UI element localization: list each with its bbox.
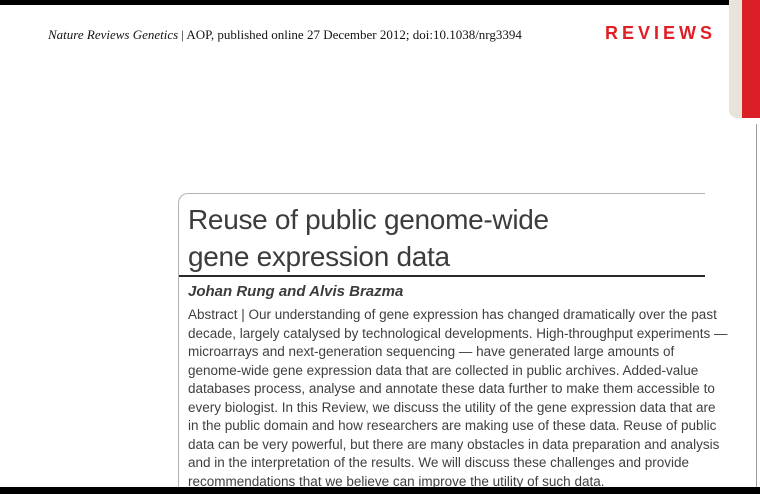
text-line: decade, largely catalysed by technologic… [188, 325, 728, 341]
text-line: microarrays and next-generation sequenci… [188, 344, 675, 359]
page-edge-rule [756, 124, 757, 487]
citation-line: Nature Reviews Genetics | AOP, published … [48, 27, 522, 43]
text-line: recommendations that we believe can impr… [188, 473, 605, 489]
article-box: Reuse of public genome-wide gene expressi… [178, 193, 728, 489]
article-title: Reuse of public genome-wide gene expressi… [188, 201, 705, 275]
text-line: Reuse of public genome-wide [188, 204, 549, 235]
section-label: REVIEWS [605, 23, 717, 43]
title-divider [179, 275, 705, 277]
citation-text: | AOP, published online 27 December 2012… [181, 27, 522, 42]
text-line: Abstract | Our understanding of gene exp… [188, 307, 717, 322]
text-line: gene expression data [188, 241, 450, 272]
bottom-black-bar [0, 487, 760, 494]
text-line: in the public domain and how researchers… [188, 418, 717, 433]
red-accent-bar [742, 0, 760, 118]
article-abstract: Abstract | Our understanding of gene exp… [188, 306, 728, 491]
top-black-bar [0, 0, 729, 5]
text-line: databases process, analyse and annotate … [188, 381, 715, 396]
journal-name: Nature Reviews Genetics [48, 27, 179, 42]
text-line: and in the interpretation of the results… [188, 455, 690, 470]
text-line: every biologist. In this Review, we disc… [188, 399, 716, 415]
text-line: data can be very powerful, but there are… [188, 436, 720, 452]
text-line: genome-wide gene expression data that ar… [188, 362, 699, 378]
beige-corner-strip [729, 0, 742, 118]
article-authors: Johan Rung and Alvis Brazma [188, 283, 404, 300]
